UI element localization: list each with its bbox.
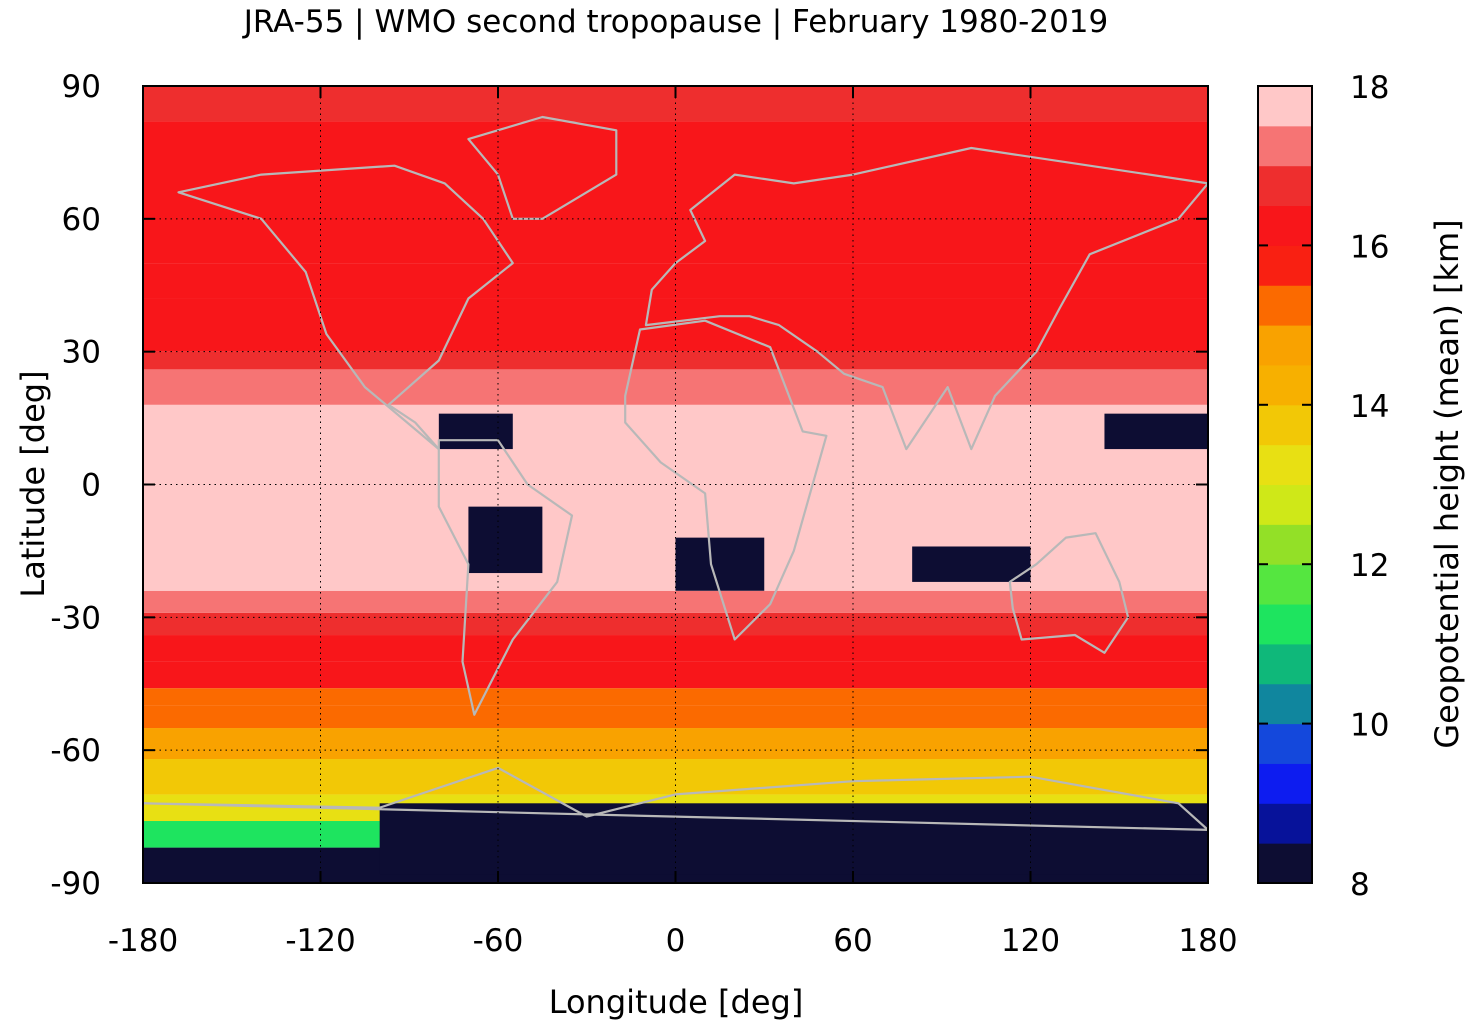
colorbar-segment-2 xyxy=(1258,763,1312,804)
low-value-region-4 xyxy=(1104,413,1208,450)
chart-title: JRA-55 | WMO second tropopause | Februar… xyxy=(242,4,1109,40)
x-tick-label-0: -180 xyxy=(108,923,178,959)
colorbar-segment-6 xyxy=(1258,604,1312,645)
heatmap-band-15 xyxy=(143,263,1208,299)
x-tick-label-5: 120 xyxy=(1001,923,1060,959)
low-value-region-1 xyxy=(468,506,543,574)
low-value-region-5 xyxy=(379,803,1208,875)
x-tick-label-6: 180 xyxy=(1178,923,1237,959)
colorbar-label: Geopotential height (mean) [km] xyxy=(1428,219,1466,748)
y-tick-label-2: 30 xyxy=(62,335,101,371)
colorbar-segment-4 xyxy=(1258,683,1312,725)
coastline-6 xyxy=(143,766,1208,832)
colorbar: 18 16 14 12 10 8 xyxy=(1257,70,1389,903)
colorbar-segment-15 xyxy=(1258,245,1312,286)
x-tick-label-4: 60 xyxy=(833,923,872,959)
low-value-region-2 xyxy=(675,537,765,591)
colorbar-segment-11 xyxy=(1258,404,1312,446)
x-tick-label-3: 0 xyxy=(666,923,686,959)
colorbar-segment-13 xyxy=(1258,325,1312,366)
y-axis: 90 60 30 0 -30 -60 -90 xyxy=(50,69,1208,902)
x-axis: -180 -120 -60 0 60 120 180 xyxy=(108,86,1238,959)
heatmap-band-5 xyxy=(143,705,1208,729)
y-tick-label-6: -90 xyxy=(50,866,101,902)
low-value-region-3 xyxy=(912,546,1031,582)
colorbar-segment-5 xyxy=(1258,643,1312,685)
y-tick-label-4: -30 xyxy=(50,600,101,636)
colorbar-segment-1 xyxy=(1258,803,1312,844)
coastlines xyxy=(143,115,1208,832)
colorbar-frame xyxy=(1257,85,1313,884)
y-axis-label: Latitude [deg] xyxy=(14,370,52,597)
colorbar-tick-label-4: 10 xyxy=(1350,708,1389,744)
colorbar-segment-10 xyxy=(1258,444,1312,485)
coastline-0 xyxy=(177,164,514,451)
grid xyxy=(143,86,1208,883)
colorbar-tick-label-2: 14 xyxy=(1350,389,1389,425)
y-tick-label-3: 0 xyxy=(81,468,101,504)
y-tick-label-0: 90 xyxy=(62,69,101,105)
colorbar-segment-7 xyxy=(1258,564,1312,605)
heatmap-band-13 xyxy=(143,351,1208,370)
colorbar-segment-0 xyxy=(1258,843,1312,884)
y-tick-label-1: 60 xyxy=(62,202,101,238)
y-tick-label-5: -60 xyxy=(50,733,101,769)
heatmap-band-3 xyxy=(143,759,1208,795)
colorbar-tick-label-5: 8 xyxy=(1350,867,1370,903)
colorbar-tick-label-3: 12 xyxy=(1350,548,1389,584)
colorbar-segment-18 xyxy=(1258,125,1312,167)
x-tick-label-1: -120 xyxy=(285,923,355,959)
heatmap-band-10 xyxy=(143,590,1208,613)
heatmap-band-12 xyxy=(143,369,1208,405)
colorbar-segment-14 xyxy=(1258,285,1312,326)
colorbar-segment-12 xyxy=(1258,364,1312,406)
colorbar-segment-8 xyxy=(1258,524,1312,565)
colorbar-segment-16 xyxy=(1258,205,1312,246)
coastline-2 xyxy=(624,319,828,641)
colorbar-segment-19 xyxy=(1258,86,1312,127)
heatmap-band-9 xyxy=(143,612,1208,636)
x-tick-label-2: -60 xyxy=(473,923,524,959)
coastline-5 xyxy=(467,115,618,220)
colorbar-segment-17 xyxy=(1258,165,1312,207)
colorbar-tick-label-1: 16 xyxy=(1350,229,1389,265)
colorbar-segment-3 xyxy=(1258,723,1312,764)
coastline-1 xyxy=(437,439,574,716)
colorbar-segment-9 xyxy=(1258,484,1312,525)
colorbar-tick-label-0: 18 xyxy=(1350,70,1389,106)
heatmap-band-16 xyxy=(143,121,1208,264)
x-axis-label: Longitude [deg] xyxy=(549,983,804,1021)
heatmap-band-4 xyxy=(143,728,1208,760)
coastline-3 xyxy=(644,146,1208,451)
